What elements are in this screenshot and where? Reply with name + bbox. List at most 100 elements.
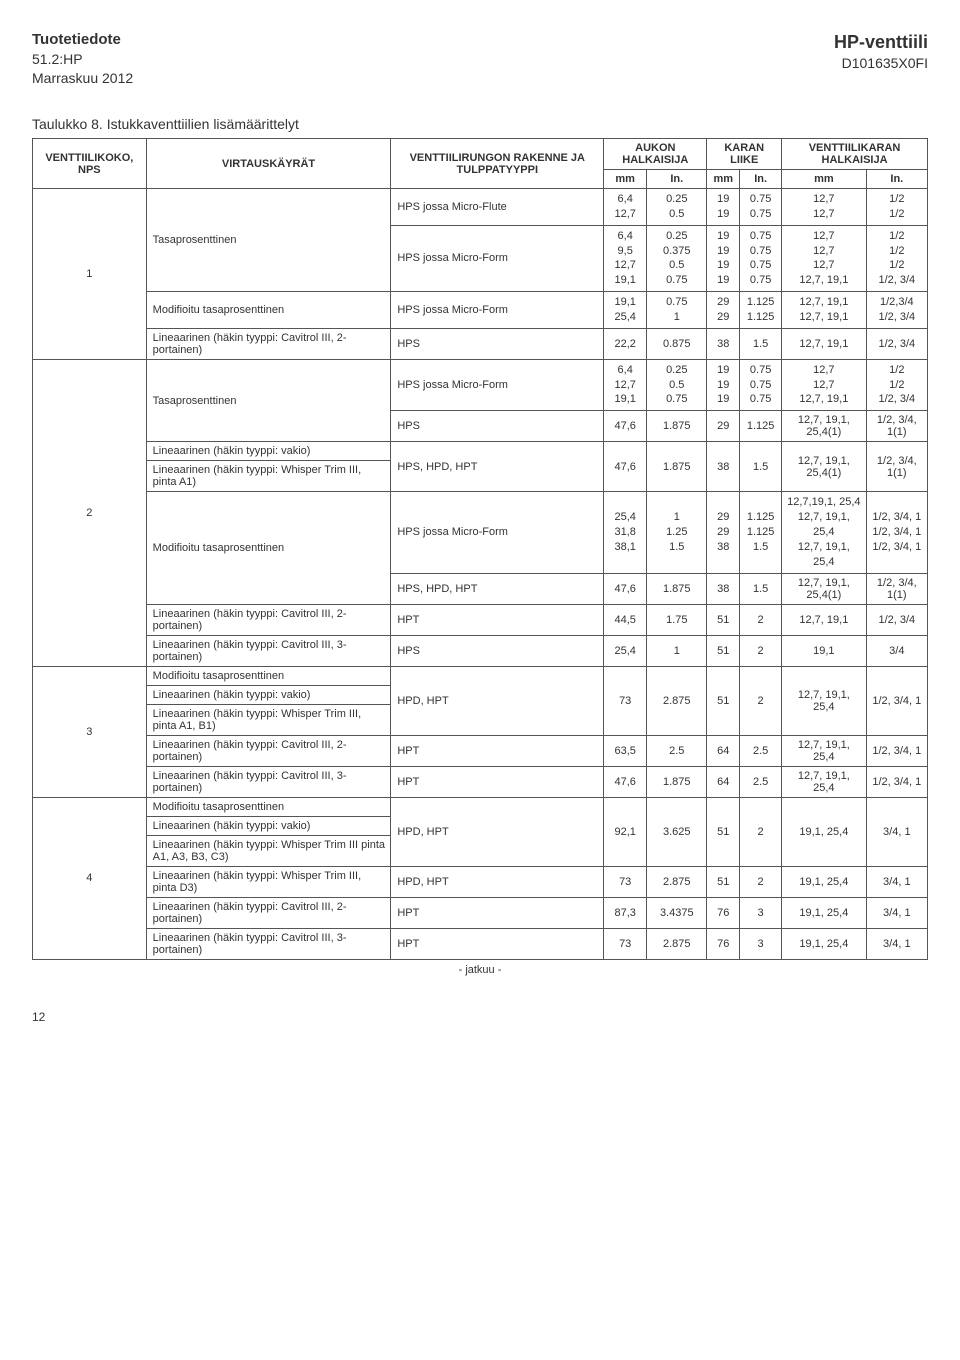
plug-cell: HPT (391, 604, 604, 635)
data-cell: 0.751 (647, 292, 707, 329)
header-right: HP-venttiili D101635X0FI (834, 30, 928, 88)
flow-cell: Lineaarinen (häkin tyyppi: Whisper Trim … (146, 835, 391, 866)
flow-cell: Lineaarinen (häkin tyyppi: vakio) (146, 442, 391, 461)
header-left: Tuotetiedote 51.2:HP Marraskuu 2012 (32, 30, 133, 88)
flow-cell: Lineaarinen (häkin tyyppi: Cavitrol III,… (146, 928, 391, 959)
data-cell: 51 (707, 797, 740, 866)
data-cell: 51 (707, 635, 740, 666)
plug-cell: HPD, HPT (391, 797, 604, 866)
data-cell: 73 (604, 928, 647, 959)
data-cell: 2 (740, 635, 782, 666)
data-cell: 1/2, 3/4, 1(1) (866, 442, 927, 492)
data-cell: 1.875 (647, 766, 707, 797)
plug-cell: HPS jossa Micro-Form (391, 359, 604, 411)
data-cell: 63,5 (604, 735, 647, 766)
nps-cell: 3 (33, 666, 147, 797)
data-cell: 1.5 (740, 442, 782, 492)
data-cell: 1/2, 3/4, 11/2, 3/4, 11/2, 3/4, 1 (866, 492, 927, 573)
table-title: Taulukko 8. Istukkaventtiilien lisämääri… (32, 116, 928, 132)
data-cell: 1/2, 3/4, 1(1) (866, 573, 927, 604)
flow-cell: Lineaarinen (häkin tyyppi: Whisper Trim … (146, 461, 391, 492)
data-cell: 1.875 (647, 411, 707, 442)
data-cell: 3/4 (866, 635, 927, 666)
data-cell: 38 (707, 573, 740, 604)
data-cell: 1/2, 3/4, 1 (866, 735, 927, 766)
data-cell: 76 (707, 928, 740, 959)
data-cell: 3/4, 1 (866, 866, 927, 897)
data-cell: 2 (740, 866, 782, 897)
flow-cell: Lineaarinen (häkin tyyppi: Cavitrol III,… (146, 635, 391, 666)
data-cell: 3/4, 1 (866, 797, 927, 866)
data-cell: 12,7, 19,1, 25,4(1) (782, 573, 867, 604)
data-cell: 2.875 (647, 666, 707, 735)
flow-cell: Modifioitu tasaprosenttinen (146, 797, 391, 816)
data-cell: 19,1 (782, 635, 867, 666)
plug-cell: HPT (391, 928, 604, 959)
plug-cell: HPD, HPT (391, 666, 604, 735)
data-cell: 0.875 (647, 328, 707, 359)
data-cell: 0.750.750.75 (740, 359, 782, 411)
data-cell: 3/4, 1 (866, 928, 927, 959)
doc-date: Marraskuu 2012 (32, 69, 133, 88)
plug-cell: HPS jossa Micro-Form (391, 292, 604, 329)
th-in: In. (740, 170, 782, 189)
data-cell: 76 (707, 897, 740, 928)
data-cell: 25,431,838,1 (604, 492, 647, 573)
data-cell: 6,412,7 (604, 189, 647, 226)
data-cell: 11.251.5 (647, 492, 707, 573)
plug-cell: HPT (391, 897, 604, 928)
flow-cell: Lineaarinen (häkin tyyppi: Cavitrol III,… (146, 328, 391, 359)
flow-cell: Lineaarinen (häkin tyyppi: Cavitrol III,… (146, 735, 391, 766)
plug-cell: HPS (391, 635, 604, 666)
flow-cell: Modifioitu tasaprosenttinen (146, 292, 391, 329)
flow-cell: Modifioitu tasaprosenttinen (146, 666, 391, 685)
plug-cell: HPT (391, 735, 604, 766)
spec-table: VENTTIILIKOKO, NPS VIRTAUSKÄYRÄT VENTTII… (32, 138, 928, 960)
data-cell: 1.875 (647, 442, 707, 492)
data-cell: 2929 (707, 292, 740, 329)
data-cell: 2.875 (647, 928, 707, 959)
data-cell: 92,1 (604, 797, 647, 866)
data-cell: 44,5 (604, 604, 647, 635)
th-in: In. (866, 170, 927, 189)
data-cell: 1/2, 3/4, 1 (866, 766, 927, 797)
data-cell: 1/21/21/2, 3/4 (866, 359, 927, 411)
data-cell: 2 (740, 797, 782, 866)
doc-type: Tuotetiedote (32, 30, 133, 50)
data-cell: 73 (604, 866, 647, 897)
data-cell: 1/2,3/41/2, 3/4 (866, 292, 927, 329)
data-cell: 2.5 (740, 735, 782, 766)
plug-cell: HPS jossa Micro-Flute (391, 189, 604, 226)
th-port: AUKON HALKAISIJA (604, 139, 707, 170)
data-cell: 1.125 (740, 411, 782, 442)
flow-cell: Tasaprosenttinen (146, 189, 391, 292)
data-cell: 51 (707, 604, 740, 635)
product-name: HP-venttiili (834, 30, 928, 54)
data-cell: 19,1, 25,4 (782, 866, 867, 897)
plug-cell: HPD, HPT (391, 866, 604, 897)
flow-cell: Lineaarinen (häkin tyyppi: Cavitrol III,… (146, 766, 391, 797)
data-cell: 1/21/21/21/2, 3/4 (866, 225, 927, 291)
flow-cell: Lineaarinen (häkin tyyppi: vakio) (146, 685, 391, 704)
data-cell: 22,2 (604, 328, 647, 359)
data-cell: 47,6 (604, 766, 647, 797)
data-cell: 12,712,712,712,7, 19,1 (782, 225, 867, 291)
plug-cell: HPS (391, 411, 604, 442)
data-cell: 19,1, 25,4 (782, 797, 867, 866)
data-cell: 47,6 (604, 442, 647, 492)
data-cell: 12,712,7 (782, 189, 867, 226)
data-cell: 3.625 (647, 797, 707, 866)
data-cell: 12,7, 19,1 (782, 604, 867, 635)
th-mm: mm (707, 170, 740, 189)
data-cell: 73 (604, 666, 647, 735)
flow-cell: Tasaprosenttinen (146, 359, 391, 442)
data-cell: 12,7,19,1, 25,412,7, 19,1, 25,412,7, 19,… (782, 492, 867, 573)
plug-cell: HPS jossa Micro-Form (391, 225, 604, 291)
data-cell: 2 (740, 604, 782, 635)
data-cell: 64 (707, 766, 740, 797)
data-cell: 47,6 (604, 411, 647, 442)
data-cell: 38 (707, 328, 740, 359)
data-cell: 1.5 (740, 573, 782, 604)
data-cell: 1.5 (740, 328, 782, 359)
data-cell: 12,7, 19,1, 25,4(1) (782, 442, 867, 492)
